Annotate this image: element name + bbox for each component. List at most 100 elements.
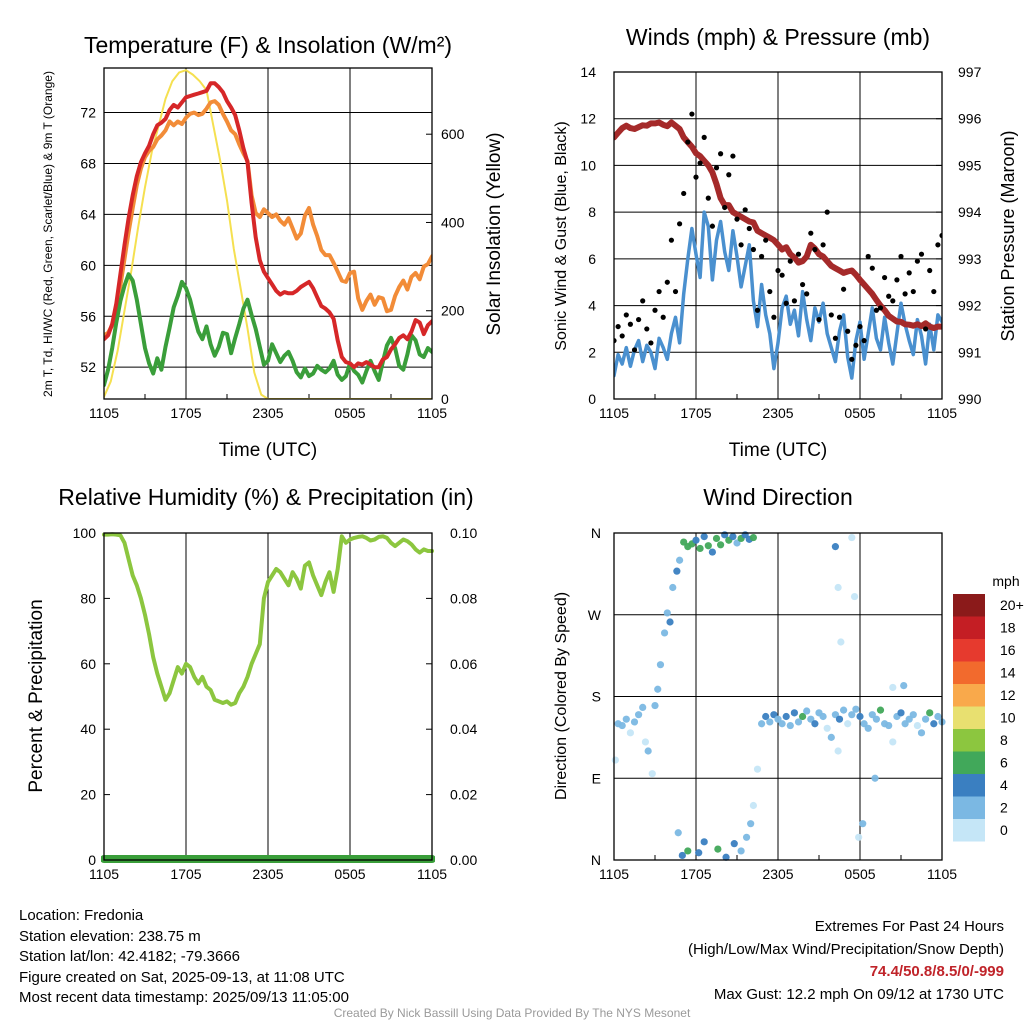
series-group <box>614 111 942 380</box>
extremes-title: Extremes For Past 24 Hours <box>814 918 1004 935</box>
gust-point <box>709 223 716 229</box>
gust-point <box>636 316 642 323</box>
y-tick-label: 52 <box>80 359 96 375</box>
gust-point <box>734 216 740 222</box>
y-tick-label: 20 <box>80 787 96 803</box>
gust-point <box>705 195 711 201</box>
y2-tick-label: 0.00 <box>450 852 477 868</box>
x-tick-label: 2305 <box>252 866 283 882</box>
direction-point <box>674 829 682 837</box>
gust-point <box>914 258 921 264</box>
gust-point <box>623 312 629 318</box>
gust-point <box>894 277 900 283</box>
gust-point <box>832 335 839 341</box>
direction-point <box>663 609 671 617</box>
y2-axis-label: Station Pressure (Maroon) <box>998 130 1018 341</box>
direction-point <box>840 706 848 714</box>
y2-tick-label: 993 <box>958 251 982 267</box>
y-tick-label: 2 <box>588 344 596 360</box>
direction-point <box>644 747 652 755</box>
y-axis-label: Sonic Wind & Gust (Blue, Black) <box>553 121 570 350</box>
chart-title: Temperature (F) & Insolation (W/m²) <box>84 32 452 58</box>
x-tick-label: 1105 <box>417 866 447 882</box>
gust-point <box>627 321 634 327</box>
y2-tick-label: 0.10 <box>450 525 477 541</box>
gust-point <box>726 172 732 178</box>
direction-point <box>749 801 758 810</box>
gust-point <box>738 242 744 248</box>
gust-point <box>836 314 843 320</box>
gust-point <box>902 291 908 297</box>
x-tick-label: 1105 <box>927 866 957 882</box>
y-tick-label: 60 <box>80 257 96 273</box>
direction-point <box>758 720 766 728</box>
direction-point <box>695 849 703 857</box>
x-tick-label: 0505 <box>844 866 875 882</box>
plot-border <box>103 67 433 400</box>
gust-point <box>927 267 933 274</box>
colorbar-swatch <box>953 796 985 819</box>
direction-point <box>827 733 835 741</box>
direction-point <box>692 536 700 544</box>
x-tick-label: 1705 <box>680 866 711 882</box>
colorbar-swatch <box>953 639 985 662</box>
latlon-text: Station lat/lon: 42.4182; -79.3666 <box>19 948 241 965</box>
direction-point <box>730 840 738 848</box>
gust-point <box>648 340 654 346</box>
y2-tick-label: 400 <box>441 214 465 230</box>
gust-point <box>931 288 937 295</box>
gust-point <box>631 347 638 353</box>
recent-data-text: Most recent data timestamp: 2025/09/13 1… <box>19 989 349 1006</box>
gust-point <box>771 314 777 320</box>
y-tick-label: 0 <box>588 391 596 407</box>
gust-point <box>660 314 666 320</box>
x-tick-label: 2305 <box>762 866 793 882</box>
direction-point <box>729 533 737 541</box>
direction-point <box>717 541 725 549</box>
direction-point <box>889 683 897 692</box>
direction-point <box>666 618 674 626</box>
series-line-9m-t <box>104 99 432 338</box>
gust-point <box>689 111 695 117</box>
y2-tick-label: 0.06 <box>450 656 477 672</box>
x-tick-label: 2305 <box>762 405 793 421</box>
direction-point <box>651 701 659 710</box>
gust-point <box>759 253 765 260</box>
direction-point <box>778 720 786 728</box>
direction-point <box>622 715 630 723</box>
colorbar-swatch <box>953 729 985 752</box>
gust-point <box>656 288 662 295</box>
extremes-subtitle: (High/Low/Max Wind/Precipitation/Snow De… <box>688 940 1004 958</box>
y-tick-label: 60 <box>80 656 96 672</box>
direction-point <box>630 718 639 726</box>
colorbar-label: 4 <box>1000 777 1008 793</box>
station-info: Location: Fredonia Station elevation: 23… <box>19 906 349 1009</box>
gust-point <box>808 230 814 236</box>
gust-point <box>853 342 859 348</box>
x-tick-label: 0505 <box>844 405 875 421</box>
direction-point <box>852 705 860 713</box>
x-tick-label: 1705 <box>680 405 711 421</box>
colorbar-label: 14 <box>1000 665 1016 681</box>
y-tick-label: 10 <box>580 157 596 173</box>
direction-point <box>831 543 840 551</box>
direction-point <box>848 711 856 719</box>
direction-point <box>803 707 811 715</box>
gust-point <box>763 237 769 243</box>
colorbar-title: mph <box>992 573 1019 589</box>
gust-point <box>841 286 847 292</box>
direction-point <box>790 709 799 717</box>
gust-point <box>746 225 752 232</box>
x-tick-label: 2305 <box>252 405 283 421</box>
direction-point <box>811 720 819 728</box>
y2-axis-label: Solar Insolation (Yellow) <box>484 132 505 335</box>
plot-border <box>613 532 943 861</box>
gust-point <box>910 288 916 295</box>
direction-point <box>742 833 751 841</box>
y-tick-label: S <box>592 689 601 705</box>
direction-point <box>737 847 745 855</box>
gust-point <box>828 312 834 318</box>
y2-tick-label: 994 <box>958 204 982 220</box>
x-tick-label: 1105 <box>89 405 119 421</box>
